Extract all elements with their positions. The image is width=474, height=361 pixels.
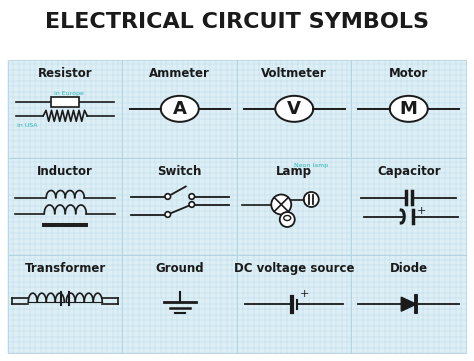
Text: Inductor: Inductor	[37, 165, 93, 178]
Text: Capacitor: Capacitor	[377, 165, 440, 178]
Bar	[122, 158, 237, 255]
Text: +: +	[417, 206, 427, 216]
Text: ELECTRICAL CIRCUIT SYMBOLS: ELECTRICAL CIRCUIT SYMBOLS	[45, 12, 429, 32]
Circle shape	[304, 192, 319, 207]
Text: +: +	[300, 289, 309, 299]
Bar	[8, 158, 122, 255]
Circle shape	[165, 194, 171, 199]
Text: Ammeter: Ammeter	[149, 67, 210, 80]
Ellipse shape	[275, 96, 313, 122]
Text: DC voltage source: DC voltage source	[234, 262, 355, 275]
Text: Lamp: Lamp	[276, 165, 312, 178]
Bar	[352, 60, 466, 158]
Polygon shape	[401, 297, 416, 311]
Circle shape	[189, 194, 194, 199]
Bar	[8, 255, 122, 353]
Circle shape	[189, 202, 194, 207]
Text: Voltmeter: Voltmeter	[261, 67, 327, 80]
Text: Switch: Switch	[157, 165, 202, 178]
Text: Resistor: Resistor	[38, 67, 92, 80]
Text: M: M	[400, 100, 418, 118]
Bar	[237, 60, 352, 158]
Bar	[8, 60, 122, 158]
Text: Transformer: Transformer	[25, 262, 106, 275]
Text: Neon lamp: Neon lamp	[294, 163, 328, 168]
Circle shape	[165, 212, 171, 217]
Bar	[352, 255, 466, 353]
Text: in USA: in USA	[17, 123, 37, 128]
Bar	[352, 158, 466, 255]
Text: A: A	[173, 100, 187, 118]
Bar	[122, 60, 237, 158]
Bar	[237, 158, 352, 255]
Ellipse shape	[161, 96, 199, 122]
Text: Motor: Motor	[389, 67, 428, 80]
Bar	[51, 97, 79, 107]
Circle shape	[280, 212, 295, 227]
Ellipse shape	[284, 216, 291, 221]
Circle shape	[271, 195, 291, 214]
Text: in Europe: in Europe	[55, 91, 84, 96]
Text: Diode: Diode	[390, 262, 428, 275]
Text: Ground: Ground	[155, 262, 204, 275]
Bar	[122, 255, 237, 353]
Ellipse shape	[390, 96, 428, 122]
Bar	[237, 255, 352, 353]
Text: V: V	[287, 100, 301, 118]
